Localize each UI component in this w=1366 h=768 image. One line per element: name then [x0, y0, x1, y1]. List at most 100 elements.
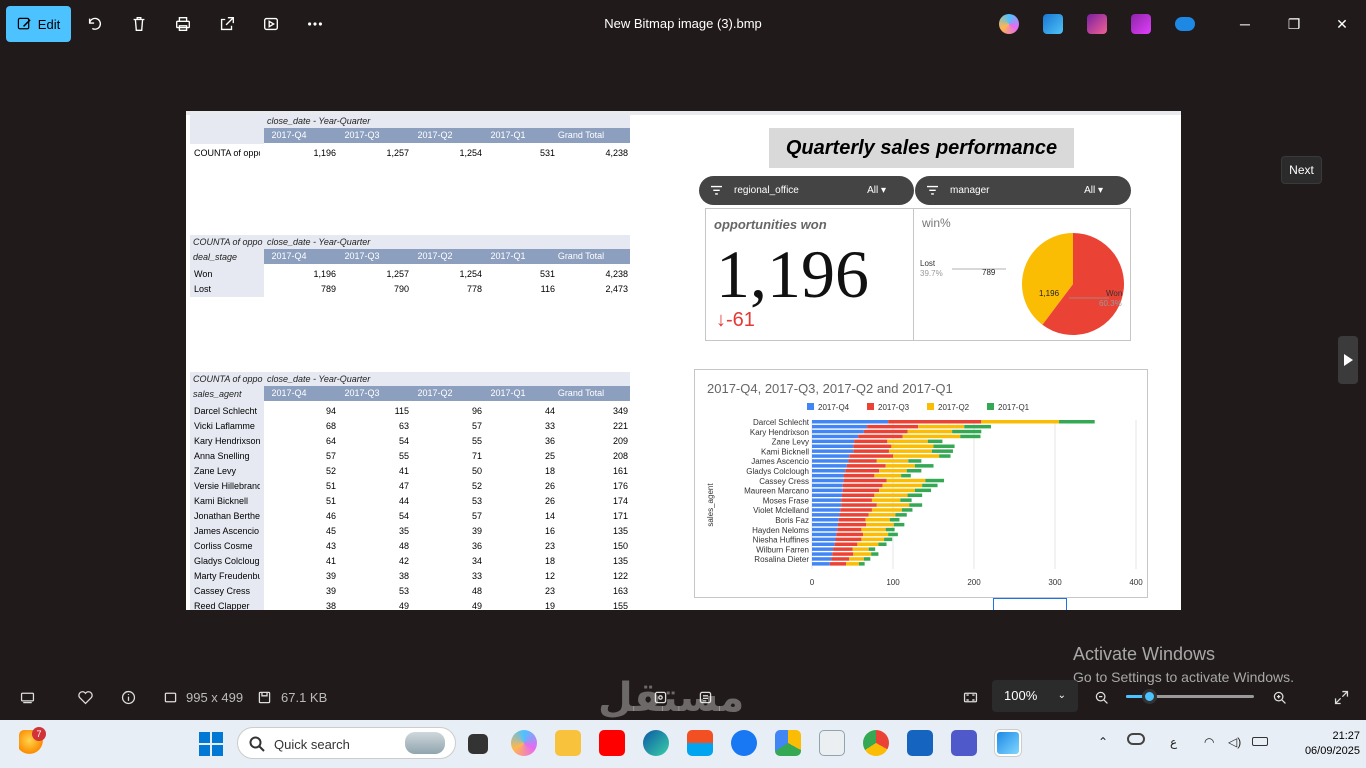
image-canvas[interactable]: close_date - Year-Quarter 2017-Q4 2017-Q…: [186, 111, 1181, 610]
cell: 42: [398, 556, 409, 566]
delete-icon[interactable]: [127, 12, 151, 36]
onedrive-icon[interactable]: [1175, 17, 1195, 31]
cell: 54: [398, 511, 409, 521]
copilot-taskbar-icon[interactable]: [511, 730, 537, 756]
wifi-icon[interactable]: ◠: [1204, 735, 1215, 749]
clipchamp-icon[interactable]: [1131, 14, 1151, 34]
zoom-level-dropdown[interactable]: 100% ⌄: [992, 680, 1078, 712]
paint-icon[interactable]: [1087, 14, 1107, 34]
text-extract-icon[interactable]: [695, 687, 715, 707]
google-drive-icon[interactable]: [775, 730, 801, 756]
filter-regional-office[interactable]: regional_office All ▾: [699, 176, 914, 205]
notepad-icon[interactable]: [907, 730, 933, 756]
cell: 1,257: [386, 148, 409, 158]
bar-segment: [863, 429, 908, 434]
chart-legend: 2017-Q4 2017-Q3 2017-Q2 2017-Q1: [807, 403, 1030, 412]
slideshow-icon[interactable]: [259, 12, 283, 36]
legend-label: 2017-Q3: [878, 403, 910, 412]
microsoft-store-icon[interactable]: [687, 730, 713, 756]
print-icon[interactable]: [171, 12, 195, 36]
chrome-icon[interactable]: [863, 730, 889, 756]
taskbar-clock[interactable]: 21:27 06/09/2025: [1280, 729, 1360, 759]
row-label: Anna Snelling: [194, 451, 250, 461]
bar-segment: [907, 429, 953, 434]
bar-segment: [843, 473, 875, 478]
bar-segment: [907, 493, 923, 497]
visual-search-icon[interactable]: [650, 687, 670, 707]
filter-manager[interactable]: manager All ▾: [915, 176, 1131, 205]
edit-button[interactable]: Edit: [6, 6, 71, 42]
control-panel-icon[interactable]: [819, 730, 845, 756]
designer-icon[interactable]: [1043, 14, 1063, 34]
favorite-heart-icon[interactable]: [75, 687, 95, 707]
pie-title: win%: [922, 216, 951, 230]
cell: 52: [471, 481, 482, 491]
dashboard-title: Quarterly sales performance: [769, 128, 1074, 168]
minimize-icon[interactable]: ─: [1240, 16, 1250, 32]
sheet-grid-edge: [186, 111, 1181, 115]
chevron-up-icon[interactable]: ⌃: [1098, 735, 1109, 749]
youtube-icon[interactable]: [599, 730, 625, 756]
cell: 47: [398, 481, 409, 491]
edge-browser-icon[interactable]: [643, 730, 669, 756]
bar-segment: [812, 513, 840, 517]
close-icon[interactable]: ✕: [1336, 15, 1348, 32]
info-icon[interactable]: [118, 687, 138, 707]
legend-swatch: [867, 403, 874, 410]
zoom-slider[interactable]: [1126, 689, 1254, 704]
bar-segment: [960, 434, 981, 439]
zoom-slider-thumb[interactable]: [1142, 689, 1158, 704]
next-image-button[interactable]: [1338, 336, 1358, 384]
bar-segment: [841, 503, 877, 507]
taskbar-search-input[interactable]: Quick search: [237, 727, 456, 759]
copilot-icon[interactable]: [999, 14, 1019, 34]
task-view-icon[interactable]: [468, 734, 488, 754]
y-tick-label: Rosalina Dieter: [754, 555, 809, 564]
pivot-header-cell: 2017-Q3: [344, 130, 380, 140]
y-tick-label: Boris Faz: [775, 516, 809, 525]
rotate-icon[interactable]: [83, 12, 107, 36]
pivot-header-cell: 2017-Q3: [344, 251, 380, 261]
cell: 48: [398, 541, 409, 551]
bar-segment: [831, 557, 850, 561]
bar-segment: [866, 522, 894, 527]
cell: 38: [398, 571, 409, 581]
row-label: Jonathan Berthelot: [194, 511, 260, 521]
fullscreen-icon[interactable]: [1331, 687, 1351, 707]
pie-chart: Lost 39.7% 789 1,196 Won 60.3%: [920, 233, 1124, 335]
bar-segment: [812, 434, 859, 439]
pivot-header-cell: 2017-Q3: [344, 388, 380, 398]
share-icon[interactable]: [215, 12, 239, 36]
bar-segment: [939, 454, 951, 458]
zoom-out-icon[interactable]: [1091, 687, 1111, 707]
cell: 789: [320, 284, 336, 294]
photos-app-taskbar-icon[interactable]: [995, 730, 1021, 756]
cell: 135: [612, 556, 628, 566]
table-row: Reed Clapper 38 49 49 19 155: [190, 599, 630, 610]
fit-to-window-icon[interactable]: [960, 687, 980, 707]
zoom-in-icon[interactable]: [1269, 687, 1289, 707]
cell: 19: [544, 601, 555, 610]
restore-icon[interactable]: ❐: [1287, 15, 1301, 32]
onedrive-tray-icon[interactable]: [1127, 733, 1145, 745]
keyboard-language[interactable]: ع: [1170, 735, 1178, 749]
battery-icon[interactable]: [1252, 737, 1268, 746]
more-options-icon[interactable]: [303, 12, 327, 36]
filmstrip-icon[interactable]: [17, 687, 37, 707]
bar-segment: [812, 473, 844, 478]
file-explorer-icon[interactable]: [555, 730, 581, 756]
legend-swatch: [927, 403, 934, 410]
cell: 55: [398, 451, 409, 461]
start-windows-icon[interactable]: [199, 732, 223, 756]
bar-segment: [874, 493, 908, 497]
teams-icon[interactable]: [951, 730, 977, 756]
y-tick-label: Moses Frase: [763, 496, 810, 505]
volume-icon[interactable]: ◁): [1228, 735, 1242, 749]
cell: 122: [612, 571, 628, 581]
bar-segment: [886, 478, 926, 483]
pivot-header-cell: 2017-Q1: [490, 388, 526, 398]
facebook-icon[interactable]: [731, 730, 757, 756]
cell: 163: [612, 586, 628, 596]
cell: 39: [471, 526, 482, 536]
